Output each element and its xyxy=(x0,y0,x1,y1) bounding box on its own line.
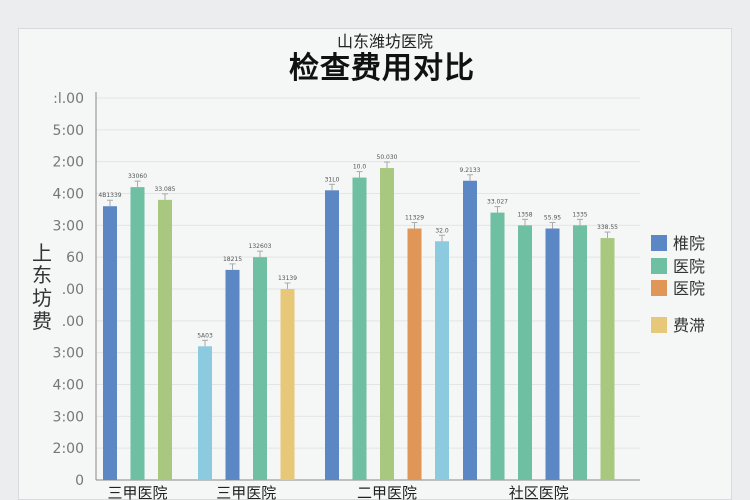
bar-data-label: 33060 xyxy=(128,173,147,180)
bar xyxy=(352,177,367,481)
y-axis-label-char: 东 xyxy=(32,263,52,287)
bar xyxy=(198,346,212,480)
x-category-label: 三甲医院 xyxy=(107,484,167,500)
bar-data-label: 1335 xyxy=(572,211,587,218)
bar xyxy=(407,228,422,480)
bar xyxy=(225,269,240,480)
y-tick-label: 2:00 xyxy=(53,155,84,171)
bar xyxy=(490,212,505,480)
bar xyxy=(325,190,339,481)
bar-data-label: 10.0 xyxy=(353,164,367,171)
y-tick-label: 3:00 xyxy=(53,218,84,234)
legend-swatch xyxy=(651,258,667,274)
bar-data-label: 13139 xyxy=(278,275,297,282)
bar xyxy=(600,238,615,480)
y-tick-label: 0 xyxy=(75,473,84,489)
bar-data-label: 18215 xyxy=(223,256,242,263)
bar xyxy=(280,289,295,480)
legend-label: 医院 xyxy=(673,257,705,276)
bar xyxy=(545,228,560,480)
bar xyxy=(463,180,477,480)
y-tick-label: .00 xyxy=(62,314,84,330)
bar xyxy=(518,225,532,480)
y-tick-label: :l.00 xyxy=(53,91,84,107)
y-axis-label-char: 上 xyxy=(32,241,52,265)
bar xyxy=(435,241,449,480)
bar xyxy=(573,225,587,480)
legend-label: 椎院 xyxy=(673,234,705,253)
y-tick-label: 3:00 xyxy=(53,346,84,362)
bar-data-label: 33.085 xyxy=(155,186,176,193)
y-tick-label: 60 xyxy=(66,250,84,266)
y-axis-label-char: 坊 xyxy=(32,286,52,310)
y-tick-label: 3:00 xyxy=(53,409,84,425)
x-category-label: 二甲医院 xyxy=(357,484,417,500)
chart-title: 检查费用对比 xyxy=(289,51,475,86)
x-category-label: 社区医院 xyxy=(509,484,569,500)
x-category-label: 三甲医院 xyxy=(216,484,276,500)
chart-subtitle: 山东潍坊医院 xyxy=(337,32,433,51)
legend-label: 医院 xyxy=(673,279,705,298)
bar-data-label: 4B1339 xyxy=(98,192,121,199)
legend-label: 费滞 xyxy=(673,316,705,335)
legend-swatch xyxy=(651,235,667,251)
bar-data-label: 9.2133 xyxy=(460,167,481,174)
y-tick-label: 4:00 xyxy=(53,378,84,394)
bar-data-label: 11329 xyxy=(405,215,424,222)
legend-swatch xyxy=(651,280,667,296)
y-axis-label-char: 费 xyxy=(32,309,52,333)
legend-swatch xyxy=(651,317,667,333)
bar-data-label: 33.027 xyxy=(487,199,508,206)
y-tick-label: .00 xyxy=(62,282,84,298)
bar xyxy=(253,257,267,480)
bar-data-label: 5A03 xyxy=(197,332,213,339)
bar xyxy=(158,199,172,480)
bar-data-label: 55.95 xyxy=(544,215,561,222)
y-tick-label: 5:00 xyxy=(53,123,84,139)
bar-data-label: 132603 xyxy=(249,243,272,250)
bar xyxy=(380,168,394,481)
bar-data-label: 32.0 xyxy=(435,227,449,234)
bar xyxy=(103,206,117,480)
bar xyxy=(130,187,145,480)
bar-data-label: 50.030 xyxy=(377,154,398,161)
bar-data-label: 1358 xyxy=(517,211,532,218)
bar-data-label: 31L0 xyxy=(325,176,340,183)
y-tick-label: 2:00 xyxy=(53,441,84,457)
y-tick-label: 4:00 xyxy=(53,187,84,203)
bar-data-label: 338.55 xyxy=(597,224,618,231)
